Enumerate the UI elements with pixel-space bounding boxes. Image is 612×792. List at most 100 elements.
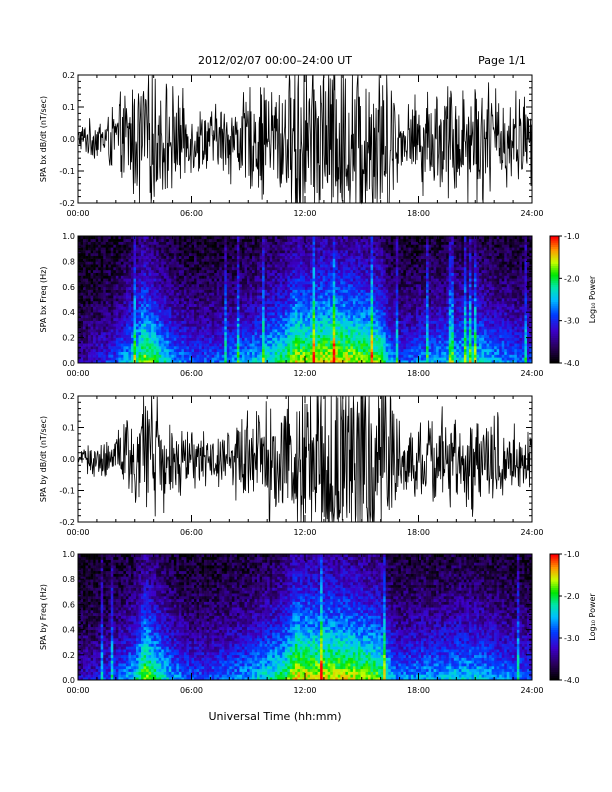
spectrogram-cell [267, 278, 270, 282]
spectrogram-cell [103, 326, 107, 330]
spectrogram-cell [297, 331, 301, 336]
spectrogram-cell [83, 295, 86, 299]
spectrogram-cell [274, 238, 278, 242]
spectrogram-cell [252, 255, 255, 259]
spectrogram-cell [231, 343, 235, 347]
spectrogram-cell [153, 309, 157, 313]
spectrogram-cell [88, 289, 91, 293]
spectrogram-cell [287, 261, 291, 265]
spectrogram-cell [98, 258, 101, 262]
spectrogram-cell [85, 236, 89, 240]
spectrogram-cell [302, 306, 306, 310]
spectrogram-cell [214, 289, 218, 293]
spectrogram-cell [171, 247, 175, 251]
spectrogram-cell [153, 317, 157, 321]
spectrogram-cell [284, 326, 288, 330]
spectrogram-cell [282, 283, 286, 288]
spectrogram-cell [292, 317, 296, 321]
spectrogram-cell [176, 334, 180, 338]
spectrogram-cell [282, 312, 286, 316]
spectrogram-cell [143, 300, 147, 305]
spectrogram-cell [317, 329, 321, 333]
spectrogram-cell [156, 241, 160, 245]
spectrogram-cell [234, 320, 238, 324]
spectrogram-cell [224, 334, 228, 338]
spectrogram-cell [128, 272, 132, 276]
spectrogram-cell [141, 275, 144, 279]
spectrogram-cell [226, 241, 230, 245]
spectrogram-cell [254, 298, 258, 302]
spectrogram-cell [292, 312, 296, 316]
spectrogram-cell [239, 320, 243, 324]
spectrogram-cell [327, 337, 331, 341]
spectrogram-cell [239, 264, 243, 268]
spectrogram-cell [221, 241, 225, 245]
spectrogram-cell [161, 298, 165, 302]
spectrogram-cell [108, 334, 112, 338]
spectrogram-cell [315, 281, 318, 285]
spectrogram-cell [105, 298, 109, 302]
spectrogram-cell [204, 334, 207, 338]
spectrogram-cell [90, 337, 94, 341]
spectrogram-cell [335, 337, 339, 341]
spectrogram-cell [317, 303, 321, 307]
spectrogram-cell [229, 340, 233, 344]
spectrogram-cell [221, 275, 225, 279]
spectrogram-cell [347, 354, 351, 358]
spectrogram-cell [302, 315, 306, 319]
spectrogram-cell [156, 238, 160, 242]
spectrogram-cell [299, 252, 303, 257]
spectrogram-cell [302, 346, 306, 350]
spectrogram-cell [186, 315, 190, 319]
spectrogram-cell [123, 360, 127, 364]
spectrogram-cell [284, 267, 288, 271]
spectrogram-cell [317, 340, 321, 344]
spectrogram-cell [221, 250, 225, 254]
spectrogram-cell [130, 329, 134, 333]
spectrogram-cell [322, 329, 326, 333]
spectrogram-cell [80, 264, 84, 268]
spectrogram-cell [181, 306, 185, 310]
spectrogram-cell [307, 309, 311, 313]
spectrogram-cell [254, 278, 258, 282]
spectrogram-cell [78, 354, 81, 358]
spectrogram-cell [93, 306, 96, 310]
spectrogram-cell [269, 343, 273, 347]
spectrogram-cell [173, 286, 177, 290]
spectrogram-cell [166, 351, 170, 355]
spectrogram-cell [133, 312, 137, 316]
spectrogram-cell [246, 357, 250, 361]
spectrogram-cell [100, 275, 104, 279]
spectrogram-cell [206, 269, 210, 273]
spectrogram-cell [138, 317, 142, 321]
spectrogram-cell [130, 317, 134, 321]
spectrogram-cell [282, 247, 286, 251]
spectrogram-cell [153, 258, 157, 262]
spectrogram-cell [141, 264, 144, 268]
spectrogram-cell [262, 346, 265, 350]
spectrogram-cell [95, 320, 99, 324]
spectrogram-cell [80, 278, 84, 282]
spectrogram-cell [156, 289, 160, 293]
spectrogram-cell [130, 238, 134, 242]
spectrogram-cell [105, 281, 109, 285]
spectrogram-cell [108, 255, 112, 259]
spectrogram-cell [224, 360, 228, 364]
spectrogram-cell [125, 312, 129, 316]
spectrogram-cell [221, 236, 225, 240]
spectrogram-cell [320, 272, 323, 276]
spectrogram-cell [234, 264, 238, 268]
spectrogram-cell [284, 340, 288, 344]
spectrogram-cell [287, 351, 291, 355]
spectrogram-cell [123, 354, 127, 358]
spectrogram-cell [113, 331, 117, 336]
spectrogram-cell [332, 267, 336, 271]
spectrogram-cell [191, 346, 195, 350]
spectrogram-cell [277, 306, 281, 310]
spectrogram-cell [201, 244, 205, 248]
spectrogram-cell [171, 241, 175, 245]
spectrogram-cell [93, 300, 96, 305]
spectrogram-cell [199, 252, 202, 257]
spectrogram-cell [196, 289, 200, 293]
spectrogram-cell [143, 329, 147, 333]
